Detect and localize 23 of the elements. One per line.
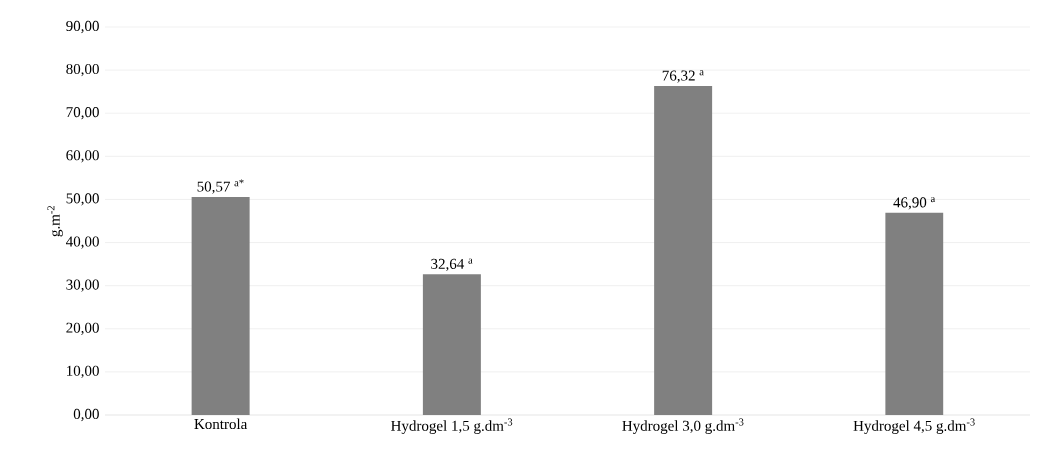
y-tick-label: 90,00	[66, 20, 99, 34]
bar	[422, 274, 481, 415]
y-tick-label: 20,00	[66, 322, 99, 335]
y-tick-label: 50,00	[66, 193, 99, 206]
y-tick-label: 60,00	[66, 150, 99, 163]
y-tick-label: 70,00	[66, 107, 99, 120]
y-tick-label: 10,00	[67, 365, 99, 379]
y-tick-label: 0,00	[73, 408, 99, 422]
y-tick-label: 80,00	[66, 63, 99, 77]
bar	[885, 212, 944, 415]
x-tick-label: Hydrogel 4,5 g.dm$^{-3}$	[853, 418, 975, 434]
y-tick-label: 30,00	[66, 279, 99, 292]
data-label: 50,57 $^{a*}$	[197, 179, 244, 194]
x-tick-label: Hydrogel 3,0 g.dm$^{-3}$	[622, 418, 744, 434]
bar	[654, 85, 713, 415]
y-axis-title: g.m$^{-2}$	[47, 206, 63, 237]
bar	[191, 196, 250, 415]
data-label: 46,90 $^{a}$	[893, 197, 936, 210]
data-label: 32,64 $^{a}$	[431, 258, 473, 272]
x-tick-label: Kontrola	[194, 418, 248, 430]
y-tick-label: 40,00	[66, 236, 99, 249]
x-tick-label: Hydrogel 1,5 g.dm$^{-3}$	[391, 418, 513, 434]
data-label: 76,32 $^{a}$	[662, 70, 704, 83]
